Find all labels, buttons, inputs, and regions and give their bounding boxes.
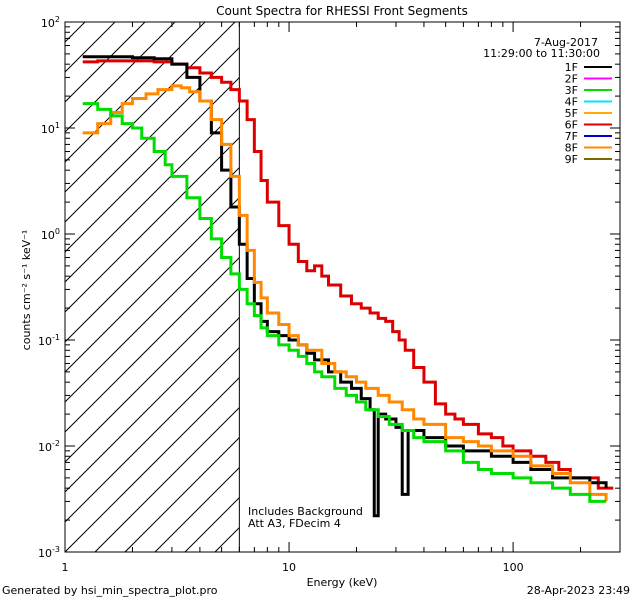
hatch-line bbox=[65, 377, 240, 552]
x-tick-label: 10 bbox=[282, 561, 296, 574]
hatch-line bbox=[65, 317, 240, 493]
hatch-line bbox=[94, 407, 240, 552]
hatch-line bbox=[184, 497, 240, 552]
hatch-line bbox=[154, 467, 240, 552]
series-line-6f bbox=[82, 59, 614, 490]
hatch-line bbox=[65, 22, 236, 193]
hatch-line bbox=[65, 287, 240, 463]
legend-label-8f: 8F bbox=[565, 142, 578, 155]
hatch-line bbox=[65, 47, 240, 223]
y-tick-label: 10-3 bbox=[38, 545, 60, 560]
series-line-3f bbox=[82, 102, 607, 503]
hatch-line bbox=[65, 197, 240, 373]
date-label: 7-Aug-2017 bbox=[534, 36, 598, 49]
x-tick-label: 1 bbox=[62, 561, 69, 574]
legend-label-6f: 6F bbox=[565, 119, 578, 132]
hatch-line bbox=[214, 527, 240, 552]
hatch-line bbox=[65, 22, 176, 133]
legend-label-5f: 5F bbox=[565, 107, 578, 120]
hatch-line bbox=[65, 137, 240, 313]
y-tick-label: 100 bbox=[41, 227, 60, 242]
hatch-line bbox=[65, 107, 240, 283]
y-tick-label: 101 bbox=[41, 121, 60, 136]
x-axis-label: Energy (keV) bbox=[307, 576, 378, 589]
hatch-line bbox=[65, 22, 116, 73]
legend-label-4f: 4F bbox=[565, 96, 578, 109]
legend-label-2f: 2F bbox=[565, 73, 578, 86]
y-tick-label: 10-2 bbox=[38, 439, 60, 454]
hatch-line bbox=[65, 167, 240, 343]
plot-frame bbox=[64, 21, 621, 553]
legend-label-9f: 9F bbox=[565, 153, 578, 166]
data-series-group bbox=[82, 55, 614, 518]
y-tick-label: 10-1 bbox=[38, 333, 60, 348]
hatch-line bbox=[124, 437, 240, 552]
low-energy-hatch-region bbox=[65, 22, 240, 552]
hatch-line bbox=[65, 347, 240, 523]
time-range-label: 11:29:00 to 11:30:00 bbox=[483, 47, 600, 60]
legend-label-7f: 7F bbox=[565, 130, 578, 143]
axis-ticks: 1 10 100 10-3 10-2 10-1 100 101 102 bbox=[38, 15, 621, 574]
chart-title: Count Spectra for RHESSI Front Segments bbox=[216, 4, 468, 18]
annotation-background: Includes Background bbox=[248, 505, 363, 518]
x-tick-label: 100 bbox=[503, 561, 524, 574]
hatch-line bbox=[65, 22, 206, 163]
y-tick-label: 102 bbox=[41, 15, 60, 30]
annotation-attenuator: Att A3, FDecim 4 bbox=[248, 517, 341, 530]
legend-label-1f: 1F bbox=[565, 61, 578, 74]
series-line-8f bbox=[82, 84, 608, 502]
legend-label-3f: 3F bbox=[565, 84, 578, 97]
hatch-line bbox=[65, 227, 240, 403]
footer-generated-by: Generated by hsi_min_spectra_plot.pro bbox=[2, 584, 218, 597]
y-axis-label: counts cm⁻² s⁻¹ keV⁻¹ bbox=[20, 230, 33, 351]
footer-timestamp: 28-Apr-2023 23:49 bbox=[526, 584, 630, 597]
hatch-line bbox=[65, 257, 240, 433]
